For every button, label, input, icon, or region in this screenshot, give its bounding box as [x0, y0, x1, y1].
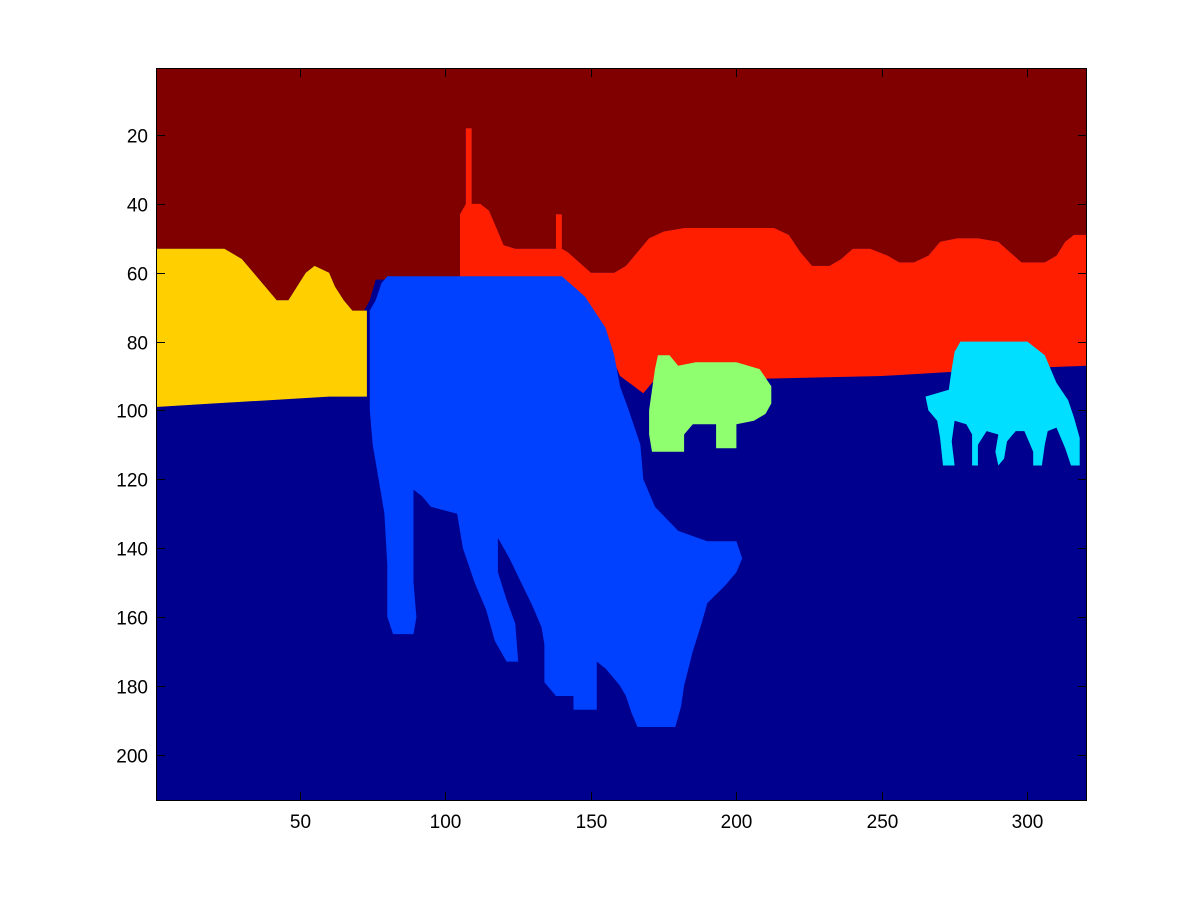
label-regions [156, 68, 1087, 727]
region-cow-foreground [369, 276, 743, 727]
x-tick-label: 50 [290, 812, 311, 833]
axes-frame [156, 68, 1087, 801]
y-tick-label: 120 [116, 471, 148, 492]
x-tick-label: 300 [1012, 812, 1044, 833]
x-tick-label: 250 [867, 812, 899, 833]
y-tick-label: 60 [127, 265, 148, 286]
y-tick-label: 80 [127, 334, 148, 355]
y-tick-label: 40 [127, 196, 148, 217]
x-axis: 50 100 150 200 250 300 [290, 68, 1043, 833]
region-far-field [460, 128, 1087, 394]
region-cow-right [925, 341, 1080, 466]
y-tick-label: 160 [116, 609, 148, 630]
y-tick-label: 100 [116, 402, 148, 423]
y-tick-label: 140 [116, 540, 148, 561]
region-cow-middle [649, 355, 772, 452]
x-tick-label: 150 [576, 812, 608, 833]
x-tick-label: 200 [721, 812, 753, 833]
y-axis: 20 40 60 80 100 120 140 160 180 200 [116, 127, 1087, 768]
y-tick-label: 200 [116, 747, 148, 768]
x-tick-label: 100 [430, 812, 462, 833]
region-left-field [156, 248, 367, 407]
y-tick-label: 180 [116, 678, 148, 699]
region-sky [156, 68, 1087, 311]
y-tick-label: 20 [127, 127, 148, 148]
